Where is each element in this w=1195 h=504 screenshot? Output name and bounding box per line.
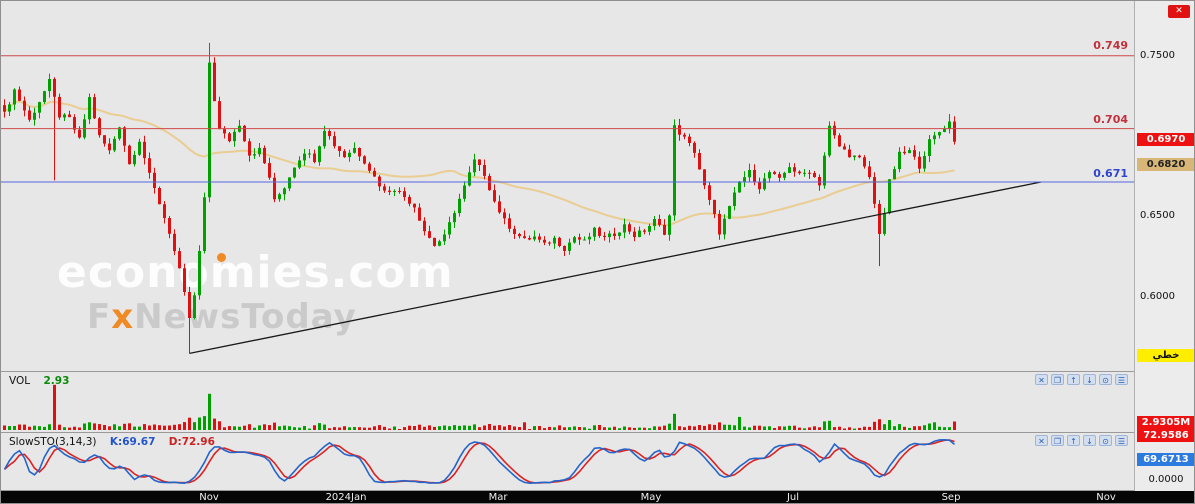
vol-settings-icon[interactable]: ⊙ — [1099, 374, 1112, 385]
volume-panel-header: VOL 2.93 — [9, 375, 79, 387]
watermark-rest: NewsToday — [134, 297, 357, 337]
time-axis-label: May — [640, 492, 662, 503]
volume-badge: 2.9305M — [1137, 416, 1194, 429]
time-axis[interactable]: Nov 2024Jan Mar May Jul Sep Nov — [1, 491, 1194, 503]
sto-min-label: 0.0000 — [1148, 474, 1184, 485]
candlestick-chart[interactable] — [1, 1, 1134, 372]
sto-k-badge: 69.6713 — [1137, 453, 1194, 466]
time-axis-label: Jul — [786, 492, 800, 503]
sto-panel-header: SlowSTO(3,14,3) K:69.67 D:72.96 — [9, 436, 225, 448]
sto-panel-toolbar: ✕ ❐ ↑ ↓ ⊙ ☰ — [1035, 435, 1128, 446]
volume-chart[interactable] — [1, 372, 1134, 432]
price-tick-06500: 0.6500 — [1140, 210, 1175, 221]
sto-settings-icon[interactable]: ⊙ — [1099, 435, 1112, 446]
volume-panel-toolbar: ✕ ❐ ↑ ↓ ⊙ ☰ — [1035, 374, 1128, 385]
price-tick-06000: 0.6000 — [1140, 291, 1175, 302]
watermark-orange-dot — [217, 253, 226, 262]
volume-value: 2.93 — [43, 375, 70, 387]
time-axis-label: 2024Jan — [325, 492, 367, 503]
price-axis[interactable]: 0.7500 0.6500 0.6000 0.6970 0.6820 خطي 2… — [1134, 1, 1194, 491]
time-axis-label: Nov — [199, 492, 219, 503]
watermark-fxnewstoday: FxNewsToday — [87, 297, 357, 337]
watermark-economies: economies.com — [57, 247, 454, 298]
watermark-f: F — [87, 297, 112, 337]
vol-menu-icon[interactable]: ☰ — [1115, 374, 1128, 385]
level-label-0704: 0.704 — [1093, 113, 1128, 126]
volume-title: VOL — [9, 375, 31, 387]
level-label-0671: 0.671 — [1093, 167, 1128, 180]
sto-title: SlowSTO(3,14,3) — [9, 436, 97, 448]
sto-move-down-icon[interactable]: ↓ — [1083, 435, 1096, 446]
watermark-text: economies.com — [57, 247, 454, 298]
panel-divider — [1, 432, 1194, 433]
vol-restore-icon[interactable]: ❐ — [1051, 374, 1064, 385]
panel-divider — [1, 490, 1194, 491]
window-close-button[interactable]: ✕ — [1168, 5, 1190, 18]
panel-divider — [1, 371, 1194, 372]
price-tick-07500: 0.7500 — [1140, 50, 1175, 61]
vol-close-icon[interactable]: ✕ — [1035, 374, 1048, 385]
scale-type-badge[interactable]: خطي — [1137, 349, 1194, 362]
time-axis-label: Nov — [1096, 492, 1116, 503]
sto-move-up-icon[interactable]: ↑ — [1067, 435, 1080, 446]
sto-menu-icon[interactable]: ☰ — [1115, 435, 1128, 446]
stochastic-chart[interactable] — [1, 433, 1134, 490]
sto-k-value: K:69.67 — [109, 436, 156, 448]
sto-d-value: D:72.96 — [168, 436, 215, 448]
vol-move-up-icon[interactable]: ↑ — [1067, 374, 1080, 385]
secondary-price-badge: 0.6820 — [1137, 158, 1194, 171]
last-price-badge: 0.6970 — [1137, 133, 1194, 146]
sto-close-icon[interactable]: ✕ — [1035, 435, 1048, 446]
vol-move-down-icon[interactable]: ↓ — [1083, 374, 1096, 385]
sto-restore-icon[interactable]: ❐ — [1051, 435, 1064, 446]
sto-d-badge: 72.9586 — [1137, 429, 1194, 442]
watermark-x: x — [111, 297, 135, 337]
level-label-0749: 0.749 — [1093, 39, 1128, 52]
time-axis-label: Sep — [941, 492, 961, 503]
time-axis-label: Mar — [488, 492, 508, 503]
